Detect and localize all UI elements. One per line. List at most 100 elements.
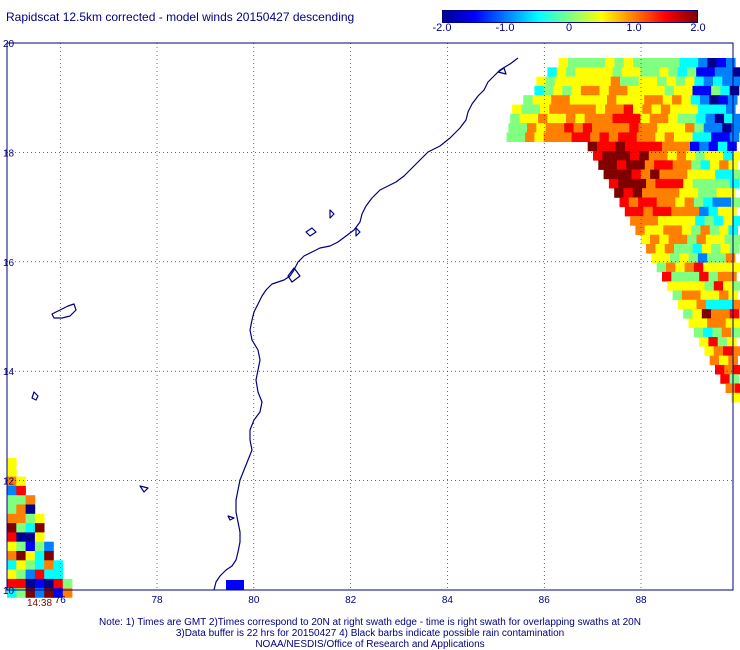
wind-pixel	[615, 141, 626, 152]
wind-pixel	[684, 262, 695, 273]
wind-pixel	[696, 299, 707, 310]
wind-pixel	[16, 588, 26, 598]
wind-pixel	[652, 206, 663, 217]
longitude-tick-label: 78	[151, 595, 163, 606]
wind-pixel	[711, 244, 721, 254]
wind-pixel	[575, 67, 585, 77]
wind-pixel	[733, 234, 740, 245]
wind-pixel	[692, 244, 703, 254]
wind-pixel	[579, 95, 589, 105]
wind-pixel	[701, 85, 712, 96]
wind-pixel	[638, 76, 649, 87]
footer-note-3: NOAA/NESDIS/Office of Research and Appli…	[255, 639, 485, 650]
wind-pixel	[659, 169, 669, 180]
wind-pixel	[647, 76, 658, 87]
wind-pixel	[668, 169, 679, 180]
wind-pixel	[723, 216, 733, 226]
wind-pixel	[571, 132, 582, 142]
wind-pixel	[715, 169, 725, 180]
wind-pixel	[635, 225, 645, 235]
wind-pixel	[575, 113, 585, 124]
wind-pixel	[697, 188, 708, 198]
wind-pixel	[607, 95, 617, 105]
wind-pixel	[663, 225, 673, 235]
longitude-tick-label: 84	[442, 595, 454, 606]
wind-pixel	[634, 141, 644, 152]
wind-pixel	[614, 188, 624, 198]
wind-pixel	[16, 476, 26, 487]
wind-pixel	[667, 281, 677, 291]
wind-pixel	[7, 551, 17, 561]
wind-pixel	[44, 588, 54, 598]
wind-pixel	[610, 123, 621, 133]
wind-pixel	[547, 113, 557, 124]
wind-pixel	[545, 76, 556, 87]
wind-pixel	[705, 234, 716, 245]
wind-pixel	[716, 318, 726, 328]
wind-pixel	[672, 160, 683, 170]
wind-pixel	[558, 58, 569, 68]
wind-pixel	[682, 160, 692, 170]
wind-pixel	[720, 85, 730, 96]
wind-pixel	[692, 132, 703, 142]
wind-pixel	[673, 132, 684, 142]
wind-pixel	[723, 151, 733, 161]
wind-pixel	[651, 58, 662, 68]
wind-pixel	[562, 132, 572, 142]
wind-pixel	[25, 541, 36, 552]
wind-pixel	[712, 327, 722, 338]
wind-pixel	[582, 123, 593, 133]
wind-pixel	[660, 253, 671, 263]
footer-note-1: Note: 1) Times are GMT 2)Times correspon…	[99, 617, 641, 628]
longitude-tick-label: 76	[55, 595, 67, 606]
wind-pixel	[646, 85, 656, 96]
wind-pixel	[566, 67, 576, 77]
wind-pixel	[7, 458, 17, 468]
wind-pixel	[7, 523, 17, 533]
wind-pixel	[634, 95, 645, 105]
wind-pixel	[25, 495, 36, 505]
wind-pixel	[34, 569, 45, 580]
wind-pixel	[16, 541, 26, 552]
wind-pixel	[627, 178, 638, 189]
wind-pixel	[650, 169, 660, 180]
wind-pixel	[701, 178, 712, 189]
wind-pixel	[703, 262, 713, 273]
wind-pixel	[688, 58, 699, 68]
wind-pixel	[732, 281, 740, 291]
wind-pixel	[678, 169, 688, 180]
wind-pixel	[642, 104, 652, 115]
wind-pixel	[727, 141, 737, 152]
wind-pixel	[671, 271, 681, 282]
wind-pixel	[34, 541, 45, 552]
wind-pixel	[549, 104, 559, 115]
wind-pixel	[16, 504, 26, 515]
wind-pixel	[697, 318, 708, 328]
wind-pixel	[25, 560, 36, 570]
wind-pixel	[53, 569, 64, 580]
wind-pixel	[671, 206, 681, 217]
wind-pixel	[646, 178, 656, 189]
wind-pixel	[44, 578, 54, 589]
wind-pixel	[715, 364, 725, 375]
colorbar-tick-label: 1.0	[626, 22, 642, 34]
latitude-tick-label: 16	[3, 258, 15, 269]
wind-pixel	[724, 169, 735, 180]
wind-pixel	[683, 244, 693, 254]
wind-pixel	[724, 364, 734, 375]
wind-pixel	[733, 113, 740, 124]
wind-pixel	[668, 113, 678, 124]
wind-pixel	[724, 113, 734, 124]
longitude-tick-label: 88	[635, 595, 647, 606]
wind-pixel	[653, 95, 664, 105]
wind-pixel	[722, 123, 732, 133]
wind-pixel	[603, 169, 614, 180]
wind-pixel	[733, 364, 740, 375]
wind-pixel	[577, 58, 587, 68]
wind-pixel	[692, 85, 703, 96]
wind-pixel	[723, 281, 733, 291]
wind-pixel	[709, 160, 720, 170]
wind-pixel	[701, 132, 712, 142]
wind-pixel	[662, 141, 672, 152]
wind-pixel	[62, 578, 73, 589]
